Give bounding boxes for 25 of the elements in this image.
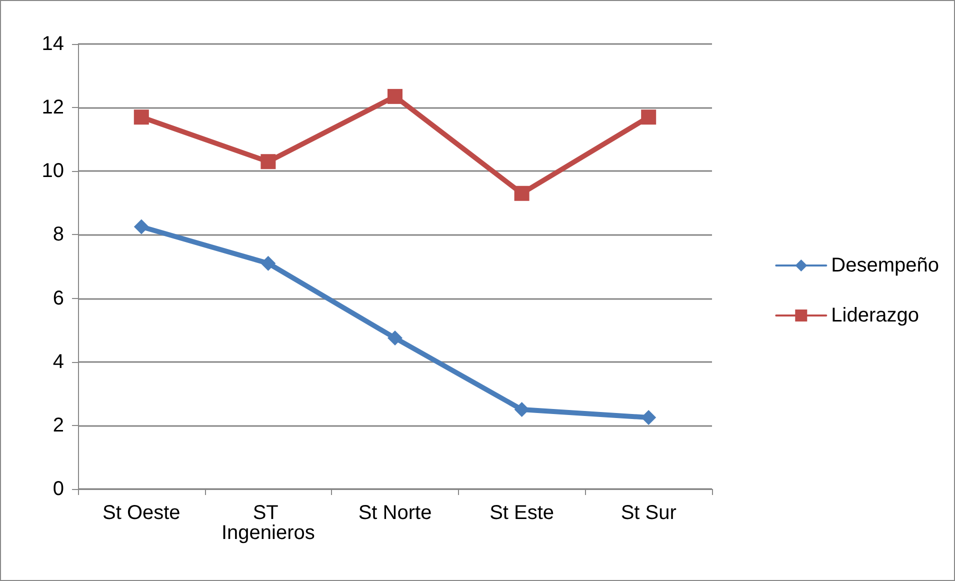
y-tick-label: 12 (42, 96, 64, 119)
x-tick-label: ST Ingenieros (221, 502, 315, 544)
y-tick-label: 2 (52, 414, 64, 436)
point (388, 88, 402, 104)
y-tick-label: 10 (42, 160, 64, 182)
y-tick-label: 4 (52, 350, 64, 373)
point (134, 219, 149, 234)
point (514, 186, 530, 201)
point (514, 402, 530, 418)
x-tick-label: St Este (490, 502, 554, 524)
y-tick-label: 8 (52, 224, 64, 246)
point (641, 410, 656, 425)
x-tick-label: St Oeste (102, 502, 180, 524)
y-tick-label: 14 (42, 33, 64, 55)
legend-label: Liderazgo (831, 304, 919, 326)
x-tick-label: St Norte (358, 502, 432, 524)
point (260, 256, 276, 271)
point (641, 110, 656, 125)
point (388, 330, 402, 346)
y-tick-label: 6 (52, 287, 64, 310)
y-tick-label: 0 (52, 478, 64, 500)
point (134, 110, 149, 125)
x-tick-label: St Sur (620, 502, 677, 524)
legend-label: Desempeño (831, 254, 939, 276)
point (260, 154, 276, 170)
